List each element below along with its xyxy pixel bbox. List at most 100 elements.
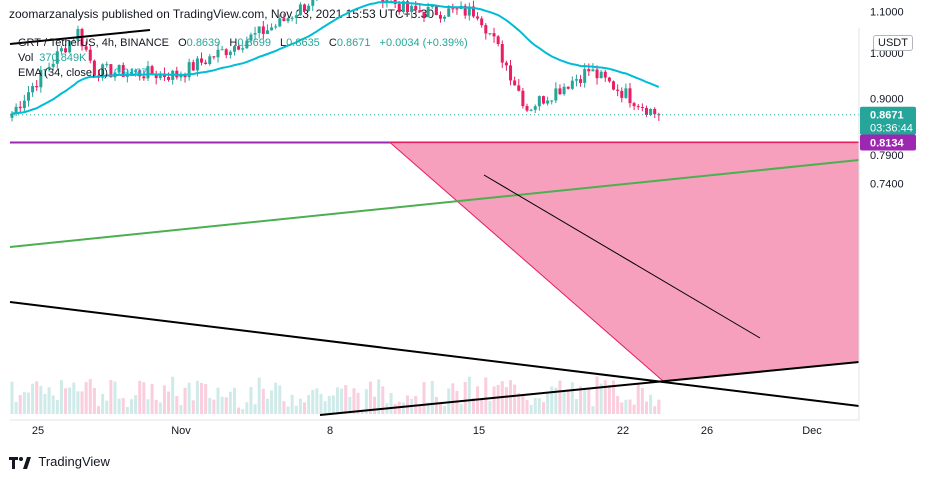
volume-bar [504,387,508,414]
volume-bar [595,376,599,414]
volume-bar [237,407,241,414]
candle-body [43,69,47,71]
ohlc-row: GRT / TetherUS, 4h, BINANCE O0.8639 H0.8… [18,36,468,51]
candle-body [39,69,43,88]
candle-body [628,88,632,104]
candle-body [541,96,545,104]
candle-body [167,76,171,80]
candle-body [290,17,294,19]
candle-body [55,51,59,64]
volume-row: Vol 370.849K [18,51,468,66]
volume-bar [212,399,216,414]
candle-body [10,113,14,118]
volume-bar [368,381,372,414]
top-trendline-fragment [9,29,151,45]
candle-body [599,71,603,79]
volume-bar [583,389,587,414]
volume-bar [129,399,133,414]
volume-bar [335,387,339,414]
candle-body [471,6,475,17]
volume-bar [117,398,121,414]
volume-bar [562,391,566,414]
volume-bar [570,382,574,414]
candle-body [607,77,611,82]
volume-bar [286,406,290,414]
volume-bar [459,404,463,414]
volume-bar [253,404,257,414]
countdown-label: 03:36:44 [870,123,913,135]
published-caption: zoomarzanalysis published on TradingView… [9,7,435,21]
price-tick-label: 1.1000 [870,6,904,18]
candle-body [195,58,199,71]
volume-bar [463,381,467,414]
candle-body [22,100,26,109]
volume-bar [529,404,533,414]
candle-body [562,86,566,95]
change-value: +0.0034 (+0.39%) [379,37,468,49]
volume-bar [315,388,319,414]
volume-bar [113,381,117,414]
candle-body [179,75,183,78]
volume-bar [10,381,14,414]
candle-body [76,29,80,41]
volume-bar [204,384,208,414]
time-tick-label: Nov [171,425,191,437]
volume-bar [97,406,101,414]
volume-bar [241,408,245,414]
volume-bar [348,396,352,414]
candle-body [443,16,447,19]
volume-bar [249,387,253,414]
candle-body [224,49,228,56]
volume-bar [43,393,47,414]
currency-badge[interactable]: USDT [873,35,913,51]
volume-bar [175,395,179,414]
volume-bar [373,396,377,414]
candle-body [616,89,620,91]
volume-bar [607,384,611,414]
candle-body [298,4,302,16]
volume-bar [307,394,311,414]
candle-body [574,79,578,81]
candle-body [311,0,315,6]
volume-bar [26,392,30,414]
candle-body [529,109,533,111]
price-tick-label: 0.7400 [870,179,904,191]
volume-bar [138,380,142,414]
volume-bar [496,384,500,414]
candle-body [591,69,595,72]
price-axis: 1.20001.10001.00000.90000.79000.74001.31… [858,6,916,420]
candle-body [476,16,480,19]
volume-label[interactable]: Vol [18,52,34,64]
ema-line [11,0,660,115]
volume-bar [195,380,199,414]
tradingview-logo-icon [9,456,31,469]
volume-bar [162,385,166,414]
volume-bar [430,380,434,414]
high-label: H [229,37,238,49]
volume-bar [191,400,195,414]
symbol-name[interactable]: GRT / TetherUS, 4h, BINANCE [18,37,170,49]
volume-bar [438,404,442,414]
volume-bar [488,400,492,414]
volume-bar [344,385,348,414]
candle-body [422,11,426,18]
candle-body [447,8,451,17]
time-tick-label: 22 [617,425,629,437]
candle-body [129,71,133,74]
volume-bar [105,400,109,414]
candle-body [509,65,513,81]
candle-body [488,33,492,35]
candle-body [430,5,434,7]
candles [10,0,661,122]
candle-body [105,64,109,66]
volume-bar [31,383,35,414]
volume-bar [261,388,265,414]
volume-bar [591,406,595,414]
ema-label[interactable]: EMA (34, close, 0) [18,67,108,79]
volume-bar [84,382,88,414]
candle-body [603,71,607,78]
volume-bar [134,395,138,414]
candle-body [121,65,125,77]
